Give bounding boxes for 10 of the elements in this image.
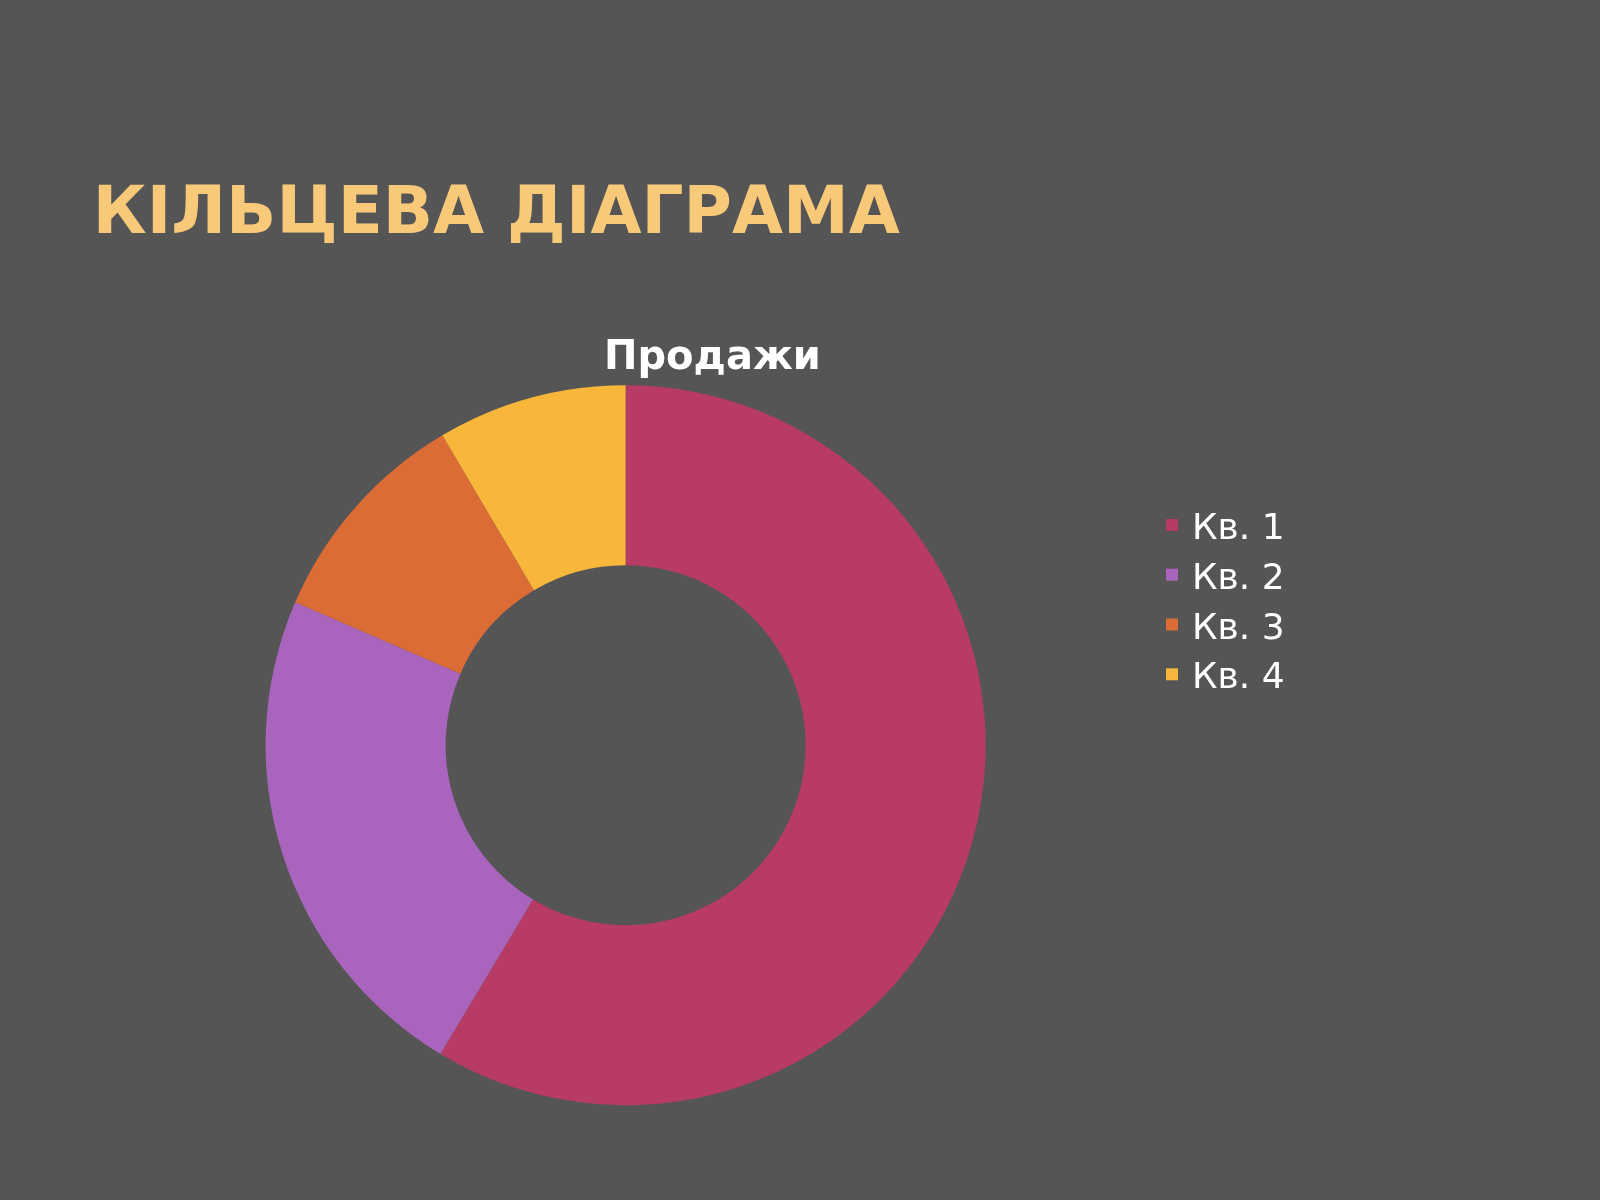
legend-label: Кв. 4: [1192, 655, 1285, 697]
donut-slice: [442, 385, 626, 591]
chart-subtitle: Продажи: [604, 332, 821, 378]
donut-slice: [266, 602, 533, 1054]
legend-label: Кв. 1: [1192, 505, 1285, 547]
legend-label: Кв. 3: [1192, 605, 1285, 647]
chart-title: КІЛЬЦЕВА ДІАГРАМА: [92, 172, 900, 250]
donut-slice: [295, 435, 534, 674]
legend-label: Кв. 2: [1192, 555, 1285, 597]
donut-slice: [440, 385, 986, 1106]
